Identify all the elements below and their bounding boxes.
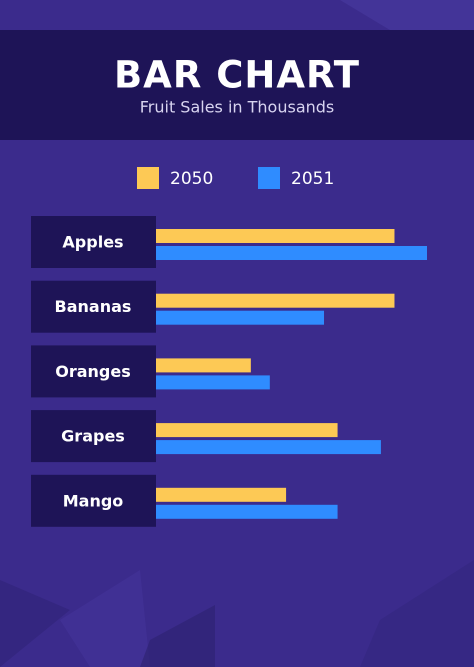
header-band <box>0 30 474 140</box>
decoration <box>340 0 474 30</box>
bar <box>156 358 251 373</box>
category-box <box>31 280 156 333</box>
category-label: Grapes <box>61 427 125 446</box>
category-label: Oranges <box>55 362 131 381</box>
category-label: Bananas <box>55 297 132 316</box>
category-label: Mango <box>63 491 124 510</box>
bar <box>156 487 287 502</box>
chart-subtitle: Fruit Sales in Thousands <box>140 98 335 117</box>
decoration <box>360 560 474 667</box>
category-box <box>31 345 156 398</box>
bar <box>156 423 338 438</box>
category-label: Apples <box>62 233 123 252</box>
category-box <box>31 216 156 268</box>
legend-swatch <box>137 167 159 189</box>
legend-label: 2051 <box>291 169 334 189</box>
bar <box>156 310 325 325</box>
bar <box>156 246 427 260</box>
decoration <box>140 605 215 667</box>
decoration <box>60 570 150 667</box>
category-box <box>31 410 156 463</box>
bar <box>156 504 338 519</box>
bar <box>156 229 395 243</box>
decoration <box>0 580 70 667</box>
bar <box>156 293 395 308</box>
legend-label: 2050 <box>170 169 213 189</box>
bar <box>156 375 270 390</box>
category-box <box>31 474 156 527</box>
legend-swatch <box>258 167 280 189</box>
bar <box>156 440 381 455</box>
chart-title: BAR CHART <box>114 54 360 97</box>
